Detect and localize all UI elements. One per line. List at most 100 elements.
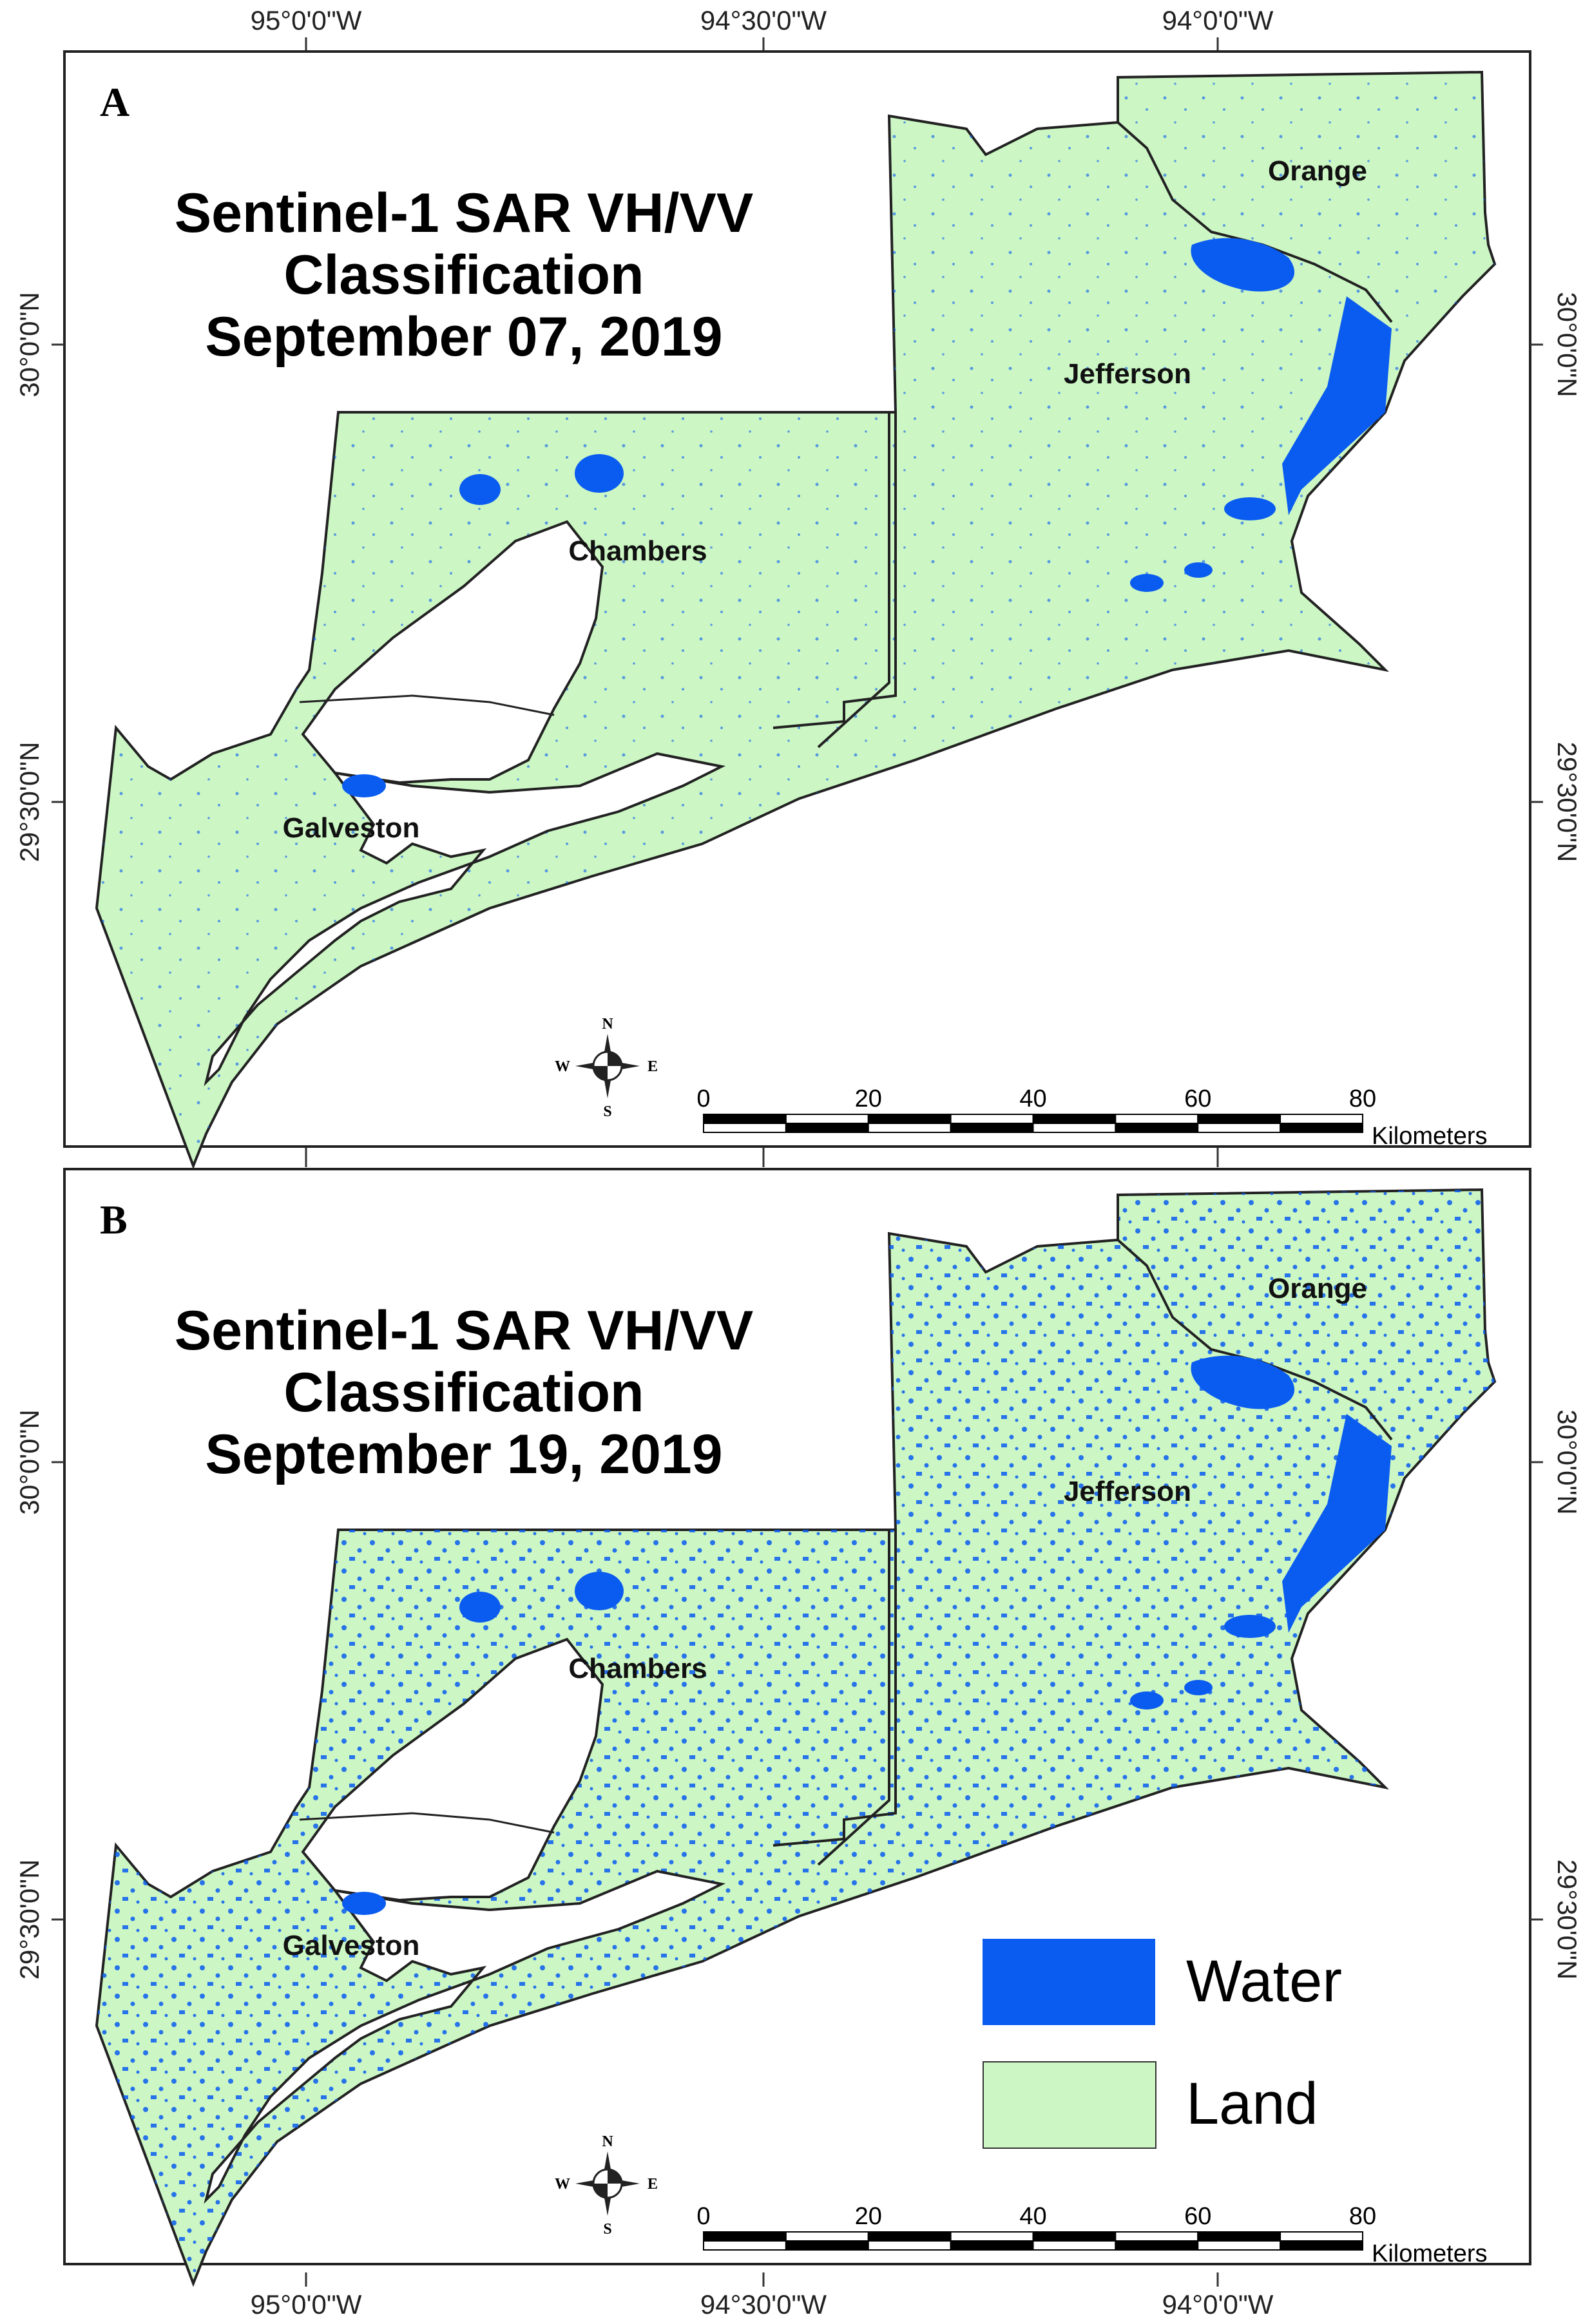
- longitude-label-bottom: 94°0'0"W: [1162, 2289, 1274, 2319]
- latitude-label-left: 30°0'0"N: [14, 1409, 44, 1515]
- county-label-galveston: Galveston: [283, 812, 420, 844]
- legend-item-water: Water: [983, 1939, 1369, 2029]
- galveston-pond: [342, 1892, 386, 1915]
- county-boundary-jefferson-chambers: [817, 412, 890, 748]
- scale-segment-bottom: [1197, 2240, 1281, 2251]
- scale-segment-bottom: [703, 1123, 787, 1133]
- compass-e: E: [648, 1058, 658, 1075]
- scale-segment-bottom: [1115, 1123, 1199, 1133]
- legend-label-land: Land: [1186, 2071, 1318, 2137]
- county-label-chambers: Chambers: [568, 535, 707, 567]
- scale-segment-top: [1280, 2231, 1363, 2242]
- longitude-label-bottom: 95°0'0"W: [251, 2289, 362, 2319]
- north-arrow: N S W E: [555, 1016, 658, 1120]
- panel-letter: B: [100, 1197, 128, 1243]
- scale-segment-bottom: [1280, 2240, 1363, 2251]
- scale-segment-bottom: [1197, 1123, 1281, 1133]
- scale-segment-bottom: [1280, 1123, 1363, 1133]
- sabine-lake: [1282, 1414, 1392, 1633]
- county-boundary-chambers: [772, 1530, 897, 1847]
- compass-w: W: [555, 1058, 570, 1075]
- scale-segment-bottom: [867, 2240, 952, 2251]
- county-boundary-jefferson-chambers: [817, 1530, 890, 1866]
- land-area: [95, 1188, 1496, 2285]
- scale-segment-bottom: [703, 2240, 787, 2251]
- map-panel-a: 30°0'0"N 30°0'0"N 29°30'0"N 29°30'0"N A Senti…: [14, 50, 1582, 1167]
- county-boundary-orange-jefferson: [1117, 1239, 1393, 1441]
- scale-segment-top: [867, 2231, 952, 2242]
- legend-swatch-water: [983, 1939, 1155, 2025]
- compass-quadrant: [593, 2184, 608, 2198]
- latitude-label-left: 29°30'0"N: [14, 742, 44, 862]
- map-title-line: Sentinel-1 SAR VH/VV: [175, 1300, 753, 1362]
- latitude-label-right: 29°30'0"N: [1552, 742, 1582, 862]
- county-boundary-galveston-chambers: [299, 694, 555, 716]
- scale-tick-label: 0: [696, 2203, 710, 2230]
- scale-segment-top: [1280, 1114, 1363, 1124]
- county-boundary-orange-jefferson: [1117, 121, 1393, 323]
- jefferson-pond: [1130, 1691, 1164, 1710]
- longitude-label-top: 94°30'0"W: [700, 5, 827, 35]
- scale-segment-top: [1115, 2231, 1199, 2242]
- land-area: [95, 71, 1496, 1167]
- map-title-line: September 07, 2019: [205, 306, 722, 368]
- north-arrow: N S W E: [555, 2133, 658, 2238]
- scale-segment-bottom: [1032, 2240, 1117, 2251]
- scale-segment-top: [1032, 2231, 1117, 2242]
- county-boundary-chambers: [772, 412, 897, 729]
- legend-swatch-land: [983, 2061, 1156, 2149]
- map-title-line: Sentinel-1 SAR VH/VV: [175, 182, 753, 244]
- compass-n: N: [602, 1016, 613, 1033]
- latitude-label-right: 30°0'0"N: [1552, 292, 1582, 397]
- latitude-label-right: 30°0'0"N: [1552, 1409, 1582, 1515]
- lake-anahuac: [575, 454, 624, 493]
- scale-unit-label: Kilometers: [1372, 1123, 1488, 1150]
- map-title-line: Classification: [283, 244, 644, 306]
- scale-segment-bottom: [950, 2240, 1034, 2251]
- county-label-orange: Orange: [1268, 155, 1367, 187]
- scale-unit-label: Kilometers: [1372, 2240, 1488, 2267]
- longitude-label-bottom: 94°30'0"W: [700, 2289, 827, 2319]
- sabine-lake: [1282, 296, 1392, 515]
- map-panel-b: 30°0'0"N 30°0'0"N 29°30'0"N 29°30'0"N B Senti…: [14, 1168, 1582, 2285]
- compass-n: N: [602, 2133, 613, 2150]
- county-label-orange: Orange: [1268, 1273, 1367, 1304]
- longitude-label-top: 95°0'0"W: [251, 5, 362, 35]
- compass-s: S: [603, 2221, 611, 2238]
- scale-segment-bottom: [950, 1123, 1034, 1133]
- scale-tick-label: 0: [696, 1085, 710, 1112]
- scale-segment-top: [785, 2231, 869, 2242]
- scale-segment-top: [785, 1114, 869, 1124]
- jefferson-pond: [1184, 562, 1213, 578]
- county-boundary-galveston-chambers: [299, 1812, 555, 1834]
- scale-tick-label: 80: [1349, 1085, 1376, 1112]
- scale-segment-top: [950, 1114, 1034, 1124]
- legend-item-land: Land: [983, 2061, 1369, 2151]
- scale-segment-top: [867, 1114, 952, 1124]
- legend-label-water: Water: [1186, 1948, 1342, 2014]
- scale-segment-bottom: [785, 2240, 869, 2251]
- scale-segment-bottom: [785, 1123, 869, 1133]
- scale-segment-bottom: [1032, 1123, 1117, 1133]
- compass-w: W: [555, 2176, 570, 2193]
- scale-tick-label: 80: [1349, 2203, 1376, 2230]
- longitude-label-top: 94°0'0"W: [1162, 5, 1274, 35]
- scale-segment-top: [1115, 1114, 1199, 1124]
- map-title-line: Classification: [283, 1362, 644, 1424]
- water-land-legend: Water Land: [983, 1939, 1369, 2171]
- jefferson-pond: [1184, 1680, 1213, 1695]
- compass-quadrant: [608, 1052, 622, 1066]
- compass-e: E: [648, 2176, 658, 2193]
- scale-segment-top: [703, 1114, 787, 1124]
- latitude-label-left: 29°30'0"N: [14, 1860, 44, 1980]
- scale-segment-top: [950, 2231, 1034, 2242]
- panel-letter: A: [100, 79, 130, 125]
- scale-tick-label: 40: [1019, 1085, 1046, 1112]
- map-title-line: September 19, 2019: [205, 1424, 722, 1485]
- scale-tick-label: 60: [1184, 1085, 1211, 1112]
- scale-segment-bottom: [1115, 2240, 1199, 2251]
- scale-tick-label: 60: [1184, 2203, 1211, 2230]
- galveston-pond: [342, 774, 386, 797]
- compass-quadrant: [608, 2169, 622, 2184]
